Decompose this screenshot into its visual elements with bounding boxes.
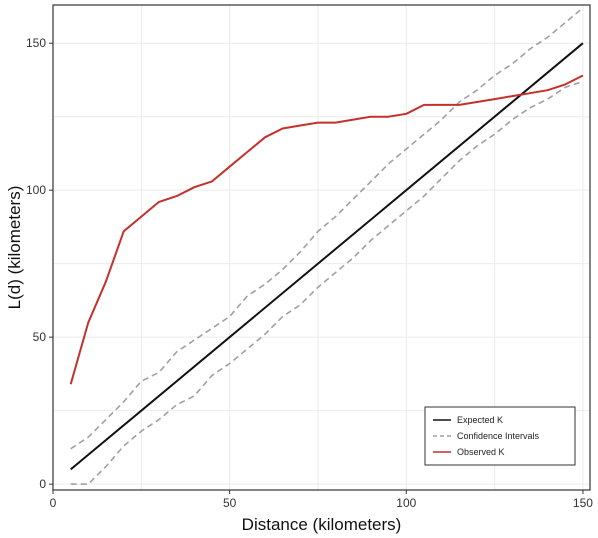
axis-ticks: 0 50 100 150 0 50 100 150: [26, 36, 593, 510]
plot-panel: [52, 4, 591, 491]
series-line-2: [70, 80, 584, 485]
y-tick-label: 0: [39, 477, 46, 491]
series-line-1: [70, 7, 584, 450]
legend-label: Observed K: [457, 447, 505, 457]
x-tick-label: 100: [396, 496, 416, 510]
grid: [52, 5, 590, 490]
x-tick-label: 0: [50, 496, 57, 510]
x-tick-label: 50: [223, 496, 237, 510]
series-line-3: [69, 74, 584, 385]
x-axis-title: Distance (kilometers): [242, 515, 402, 534]
legend-label: Expected K: [457, 415, 503, 425]
y-axis-title: L(d) (kilometers): [5, 186, 24, 310]
series-layer: [69, 7, 584, 485]
x-tick-label: 150: [573, 496, 593, 510]
y-tick-label: 150: [26, 36, 46, 50]
y-tick-label: 50: [33, 330, 47, 344]
legend-label: Confidence Intervals: [457, 431, 540, 441]
legend: Expected K Confidence Intervals Observed K: [424, 406, 576, 466]
y-tick-label: 100: [26, 183, 46, 197]
series-line-0: [70, 42, 584, 471]
